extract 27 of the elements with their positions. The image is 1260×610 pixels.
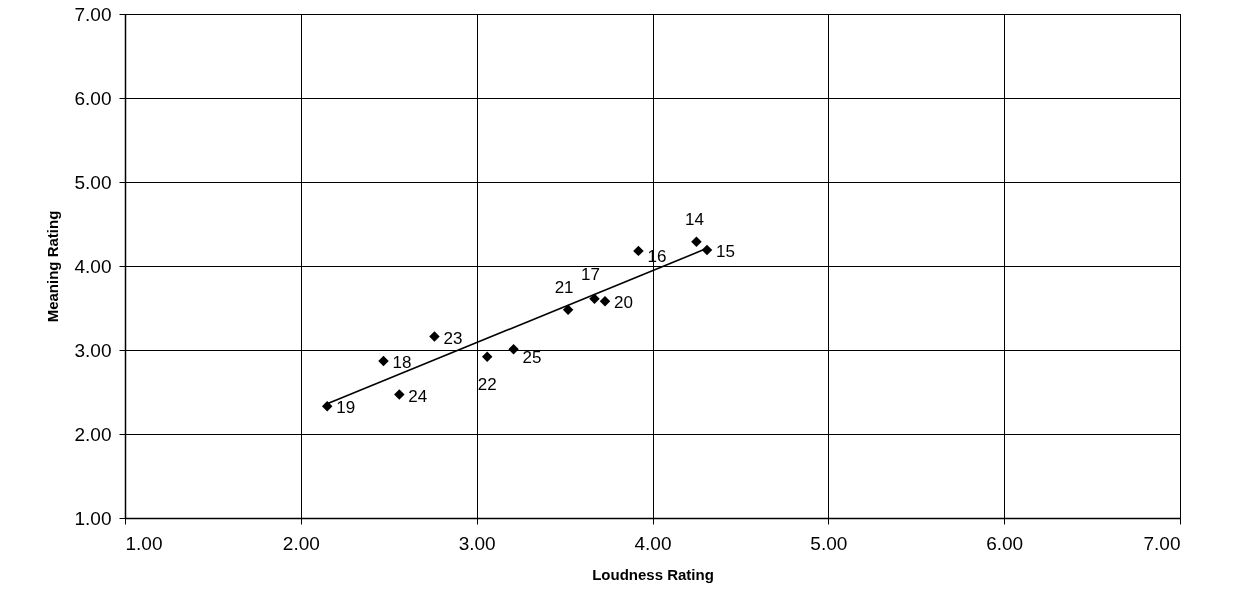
- x-tick-label: 2.00: [282, 532, 320, 554]
- annotation: 21: [554, 277, 574, 297]
- annotation: 15: [716, 242, 735, 262]
- annotation: 20: [614, 293, 633, 313]
- y-tick-label: 7.00: [74, 3, 112, 25]
- annotation: 25: [522, 348, 542, 368]
- annotation: 24: [408, 386, 428, 406]
- x-tick-label: 4.00: [634, 532, 672, 554]
- y-tick-label: 1.00: [74, 507, 112, 529]
- x-tick-label: 3.00: [458, 532, 496, 554]
- y-tick-label: 2.00: [74, 423, 112, 445]
- x-tick-label: 7.00: [1143, 532, 1181, 554]
- y-tick-label: 4.00: [74, 255, 112, 277]
- x-tick-label: 6.00: [986, 532, 1024, 554]
- y-tick-label: 3.00: [74, 339, 112, 361]
- annotation: 14: [685, 209, 704, 229]
- annotation: 23: [443, 328, 463, 348]
- y-tick-label: 6.00: [74, 87, 112, 109]
- x-tick-label: 5.00: [810, 532, 848, 554]
- y-tick-label: 5.00: [74, 171, 112, 193]
- x-axis-title: Loudness Rating: [592, 565, 714, 583]
- annotation: 17: [581, 264, 600, 284]
- annotation: 19: [336, 398, 356, 418]
- annotation: 22: [477, 374, 497, 394]
- x-tick-label: 1.00: [125, 532, 163, 554]
- y-axis-title: Meaning Rating: [43, 210, 61, 323]
- annotation: 18: [392, 352, 412, 372]
